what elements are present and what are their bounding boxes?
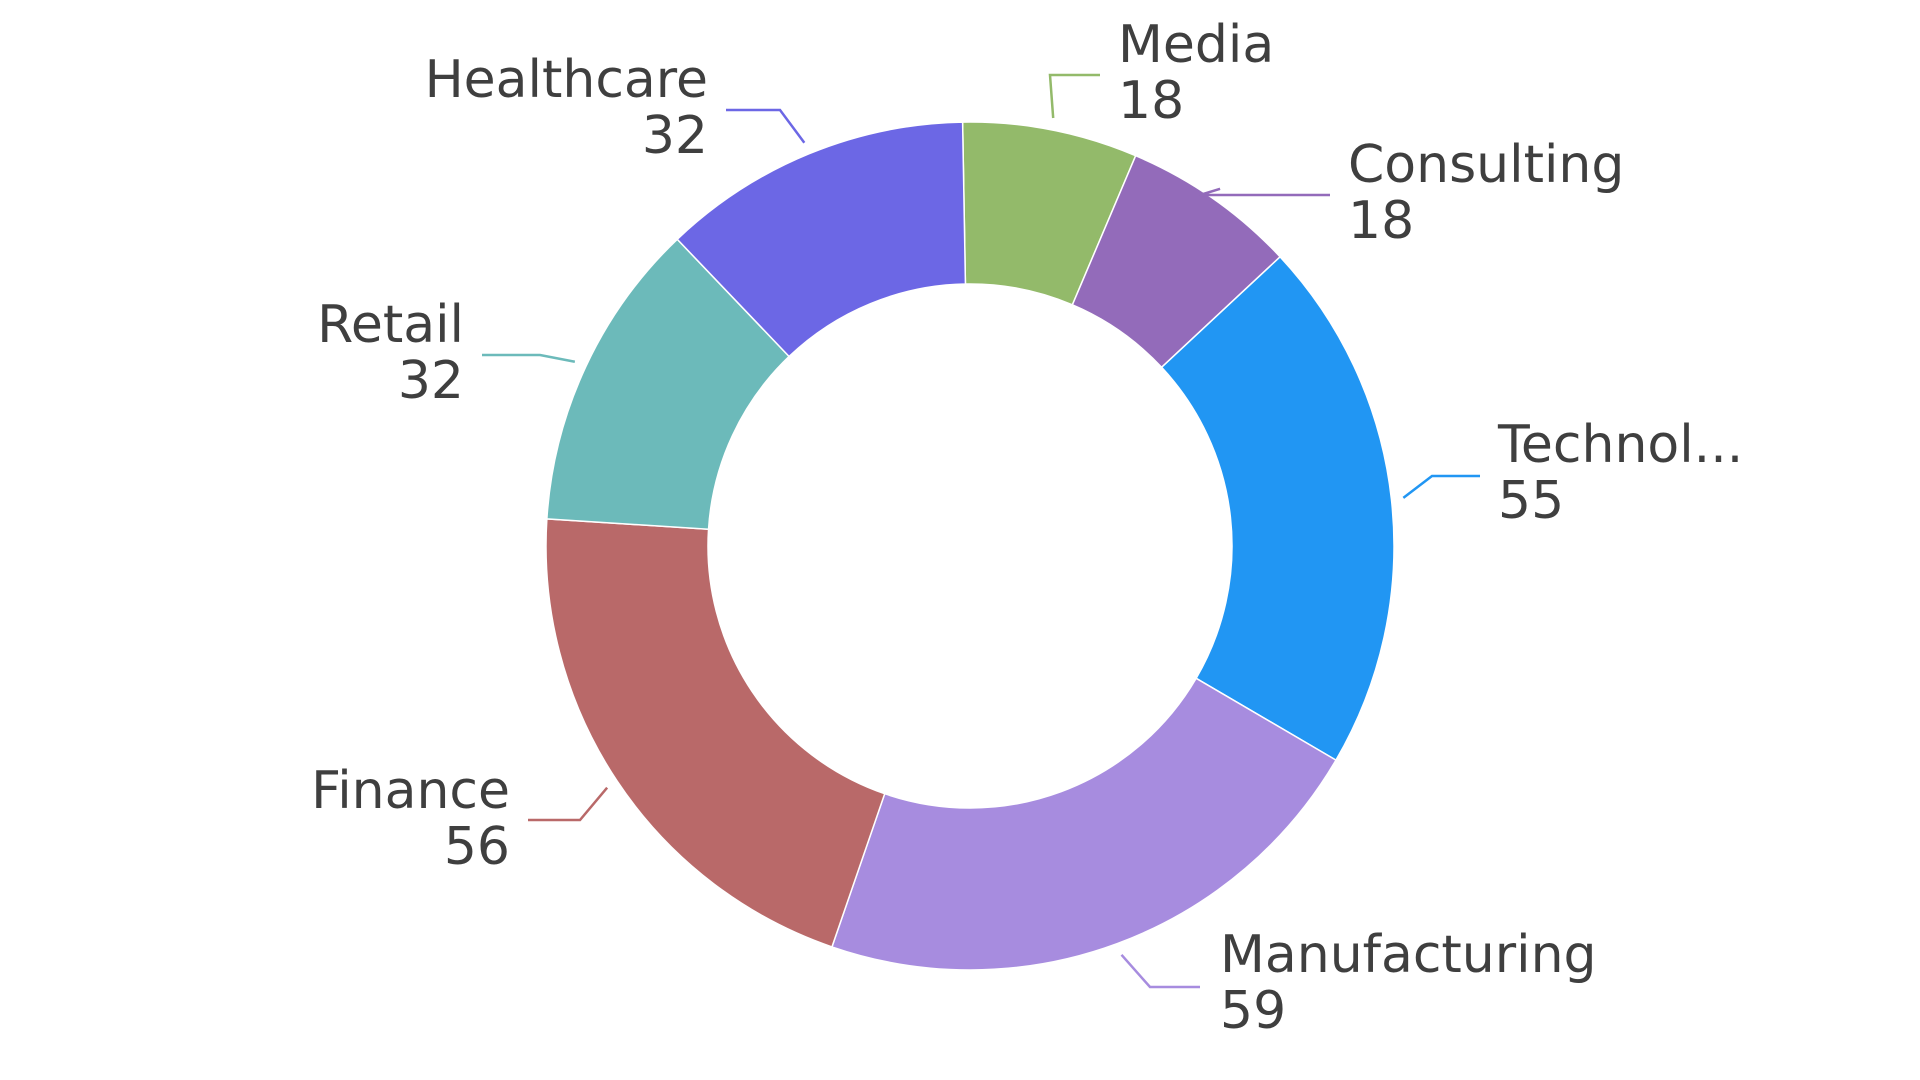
slice-label-technol: Technol... <box>1497 415 1743 475</box>
slice-label-retail: Retail <box>317 295 464 355</box>
slice-label-healthcare: Healthcare <box>425 50 708 110</box>
slice-technol[interactable] <box>1160 255 1395 762</box>
slice-value-technol: 55 <box>1498 471 1564 531</box>
slice-label-finance: Finance <box>311 761 510 821</box>
leader-line-media <box>1048 73 1100 119</box>
slice-value-finance: 56 <box>444 817 510 877</box>
leader-line-manufacturing <box>1120 954 1200 989</box>
slice-value-manufacturing: 59 <box>1220 981 1286 1041</box>
leader-line-finance <box>528 786 609 822</box>
slice-label-manufacturing: Manufacturing <box>1220 925 1597 985</box>
slice-finance[interactable] <box>545 518 886 948</box>
leader-line-consulting <box>1199 187 1330 197</box>
slice-value-media: 18 <box>1118 71 1184 131</box>
leader-line-healthcare <box>726 108 806 144</box>
leader-lines-layer <box>482 73 1480 989</box>
slice-value-healthcare: 32 <box>642 106 708 166</box>
slice-label-media: Media <box>1118 15 1274 75</box>
slices-layer <box>545 121 1395 971</box>
slice-healthcare[interactable] <box>676 121 967 358</box>
slice-value-consulting: 18 <box>1348 191 1414 251</box>
leader-line-retail <box>482 353 576 363</box>
slice-manufacturing[interactable] <box>831 677 1337 971</box>
leader-line-technol <box>1402 474 1480 499</box>
labels-layer: Media18Consulting18Technol...55Manufactu… <box>311 15 1743 1041</box>
slice-value-retail: 32 <box>398 351 464 411</box>
slice-label-consulting: Consulting <box>1348 135 1624 195</box>
